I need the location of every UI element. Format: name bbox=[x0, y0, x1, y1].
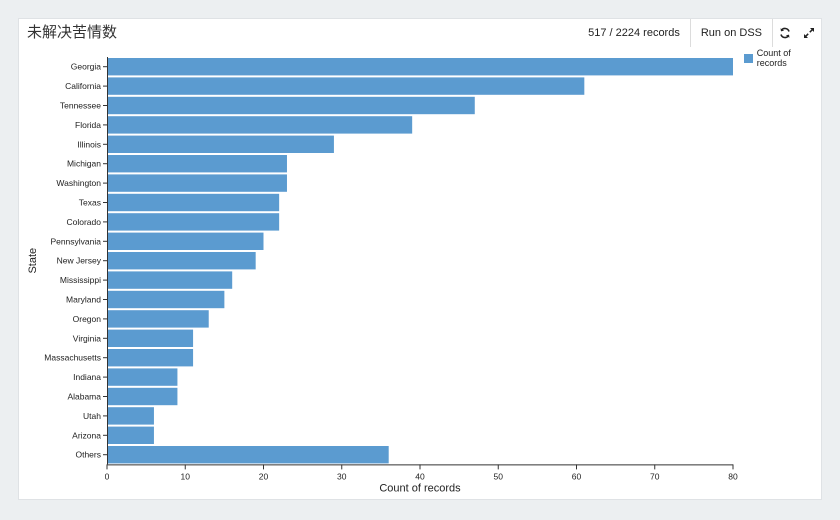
refresh-icon[interactable] bbox=[773, 19, 797, 47]
bar bbox=[107, 446, 389, 464]
y-tick-label: Michigan bbox=[67, 159, 101, 169]
y-tick-label: Alabama bbox=[67, 392, 101, 402]
bar bbox=[107, 310, 209, 328]
bar bbox=[107, 193, 280, 212]
y-tick-label: Maryland bbox=[66, 295, 101, 305]
x-tick-label: 40 bbox=[415, 471, 425, 481]
bar bbox=[107, 426, 154, 444]
chart-toolbar: 517 / 2224 records Run on DSS bbox=[578, 19, 821, 47]
bar bbox=[107, 252, 256, 270]
y-tick-label: California bbox=[65, 81, 101, 91]
bar bbox=[107, 387, 178, 406]
legend-swatch bbox=[744, 53, 753, 63]
y-tick-label: Tennessee bbox=[60, 101, 101, 111]
y-axis-title: State bbox=[27, 248, 39, 274]
y-tick-label: Oregon bbox=[73, 314, 102, 324]
y-tick-label: Virginia bbox=[73, 333, 101, 343]
bar bbox=[107, 77, 585, 95]
chart-legend: Count of records bbox=[744, 48, 821, 68]
bar bbox=[107, 135, 334, 153]
y-tick-label: Pennsylvania bbox=[50, 236, 101, 246]
bar bbox=[107, 271, 233, 289]
bar bbox=[107, 232, 264, 250]
bar bbox=[107, 96, 475, 115]
y-tick-label: Arizona bbox=[72, 430, 101, 440]
y-tick-label: Georgia bbox=[71, 62, 102, 72]
x-tick-label: 50 bbox=[494, 471, 504, 481]
y-tick-label: Others bbox=[75, 450, 101, 460]
x-tick-label: 80 bbox=[728, 471, 738, 481]
y-tick-label: New Jersey bbox=[57, 256, 102, 266]
x-tick-label: 0 bbox=[105, 471, 110, 481]
x-tick-label: 20 bbox=[259, 471, 269, 481]
bar bbox=[107, 407, 154, 425]
y-tick-label: Illinois bbox=[77, 139, 101, 149]
bar-chart: Georgia California Tennessee Florida Illinoi… bbox=[27, 57, 738, 494]
y-tick-label: Florida bbox=[75, 120, 101, 130]
bar bbox=[107, 329, 194, 347]
bar bbox=[107, 174, 287, 192]
chart-card: 未解决苦情数 517 / 2224 records Run on DSS Geo… bbox=[18, 18, 822, 500]
expand-icon[interactable] bbox=[797, 19, 821, 47]
y-tick-label: Washington bbox=[56, 178, 101, 188]
x-tick-label: 30 bbox=[337, 471, 347, 481]
x-tick-label: 10 bbox=[181, 471, 191, 481]
y-tick-label: Utah bbox=[83, 411, 101, 421]
y-tick-label: Mississippi bbox=[60, 275, 101, 285]
y-tick-label: Colorado bbox=[67, 217, 102, 227]
run-on-dss-button[interactable]: Run on DSS bbox=[691, 19, 773, 47]
record-count: 517 / 2224 records bbox=[578, 19, 691, 47]
bar bbox=[107, 155, 287, 173]
x-tick-label: 70 bbox=[650, 471, 660, 481]
y-tick-label: Massachusetts bbox=[44, 353, 101, 363]
chart-title: 未解决苦情数 bbox=[27, 24, 118, 41]
bar bbox=[107, 116, 413, 134]
bar bbox=[107, 290, 225, 309]
bar bbox=[107, 58, 733, 76]
x-axis-title: Count of records bbox=[379, 482, 461, 494]
legend-label: Count of records bbox=[756, 48, 791, 68]
bar bbox=[107, 368, 178, 386]
y-tick-label: Indiana bbox=[73, 372, 101, 382]
x-tick-label: 60 bbox=[572, 471, 582, 481]
bar bbox=[107, 349, 194, 367]
bar bbox=[107, 213, 280, 231]
y-tick-label: Texas bbox=[79, 198, 101, 208]
